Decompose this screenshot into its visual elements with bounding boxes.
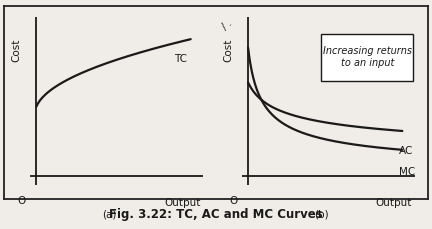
Text: O: O — [17, 195, 26, 205]
Text: O: O — [229, 195, 238, 205]
Text: (b): (b) — [314, 209, 329, 219]
Text: Cost: Cost — [223, 38, 233, 62]
Text: TC: TC — [174, 54, 187, 63]
Text: MC: MC — [399, 166, 416, 176]
Text: Fig. 3.22: TC, AC and MC Curves: Fig. 3.22: TC, AC and MC Curves — [109, 207, 323, 220]
Text: Output: Output — [376, 197, 412, 207]
Text: Increasing returns
to an input: Increasing returns to an input — [323, 46, 412, 68]
Text: (a): (a) — [102, 209, 117, 219]
Text: Cost: Cost — [11, 38, 22, 62]
Text: Output: Output — [164, 197, 200, 207]
Text: / .: / . — [220, 18, 234, 32]
Text: AC: AC — [399, 145, 413, 155]
FancyBboxPatch shape — [321, 35, 413, 82]
